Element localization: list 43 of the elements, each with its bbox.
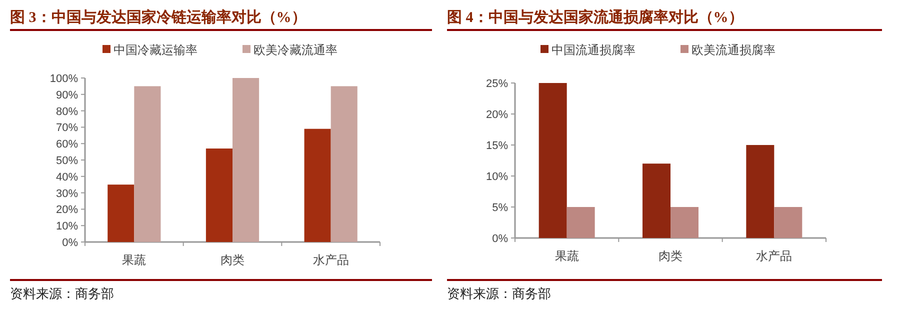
bar	[330, 86, 358, 242]
bar	[538, 83, 567, 238]
bar	[206, 148, 232, 242]
y-tick-label: 30%	[56, 188, 78, 200]
x-tick-label: 肉类	[658, 249, 682, 263]
y-tick-label: 80%	[56, 106, 78, 118]
chart-title: 图 3：中国与发达国家冷链运输率对比（%）	[10, 8, 306, 26]
y-tick-label: 10%	[486, 171, 508, 183]
text: 资料来源：商务部	[447, 286, 551, 301]
y-tick-label: 15%	[486, 140, 508, 152]
bar	[108, 184, 134, 242]
x-tick-label: 果蔬	[122, 253, 146, 267]
y-tick-label: 0%	[492, 233, 508, 245]
x-tick-label: 水产品	[756, 249, 792, 263]
x-tick-label: 肉类	[220, 253, 244, 267]
legend-label: 中国冷藏运输率	[114, 43, 198, 57]
bar	[746, 145, 774, 238]
y-tick-label: 10%	[56, 220, 78, 233]
bar	[670, 207, 698, 238]
legend-label: 欧美冷藏流通率	[254, 43, 338, 57]
bar	[774, 207, 802, 238]
x-tick-label: 水产品	[312, 253, 349, 267]
y-tick-label: 100%	[50, 73, 78, 85]
y-tick-label: 20%	[486, 109, 508, 121]
y-tick-label: 70%	[56, 122, 78, 134]
legend-label: 欧美流通损腐率	[692, 43, 776, 57]
y-tick-label: 90%	[56, 89, 78, 102]
y-tick-label: 25%	[486, 78, 508, 90]
y-tick-label: 60%	[56, 138, 78, 151]
legend-label: 中国流通损腐率	[552, 43, 636, 57]
bar	[134, 86, 161, 242]
bar	[566, 207, 595, 238]
bar	[642, 164, 670, 238]
y-tick-label: 0%	[62, 237, 78, 249]
bar	[304, 128, 331, 242]
text: 资料来源：商务部	[10, 286, 114, 301]
y-tick-label: 5%	[492, 202, 508, 214]
y-tick-label: 50%	[56, 155, 78, 167]
chart-title: 图 4：中国与发达国家流通损腐率对比（%）	[447, 8, 744, 26]
bar	[232, 78, 260, 242]
y-tick-label: 20%	[56, 204, 78, 216]
y-tick-label: 40%	[56, 171, 78, 184]
x-tick-label: 果蔬	[554, 249, 579, 263]
